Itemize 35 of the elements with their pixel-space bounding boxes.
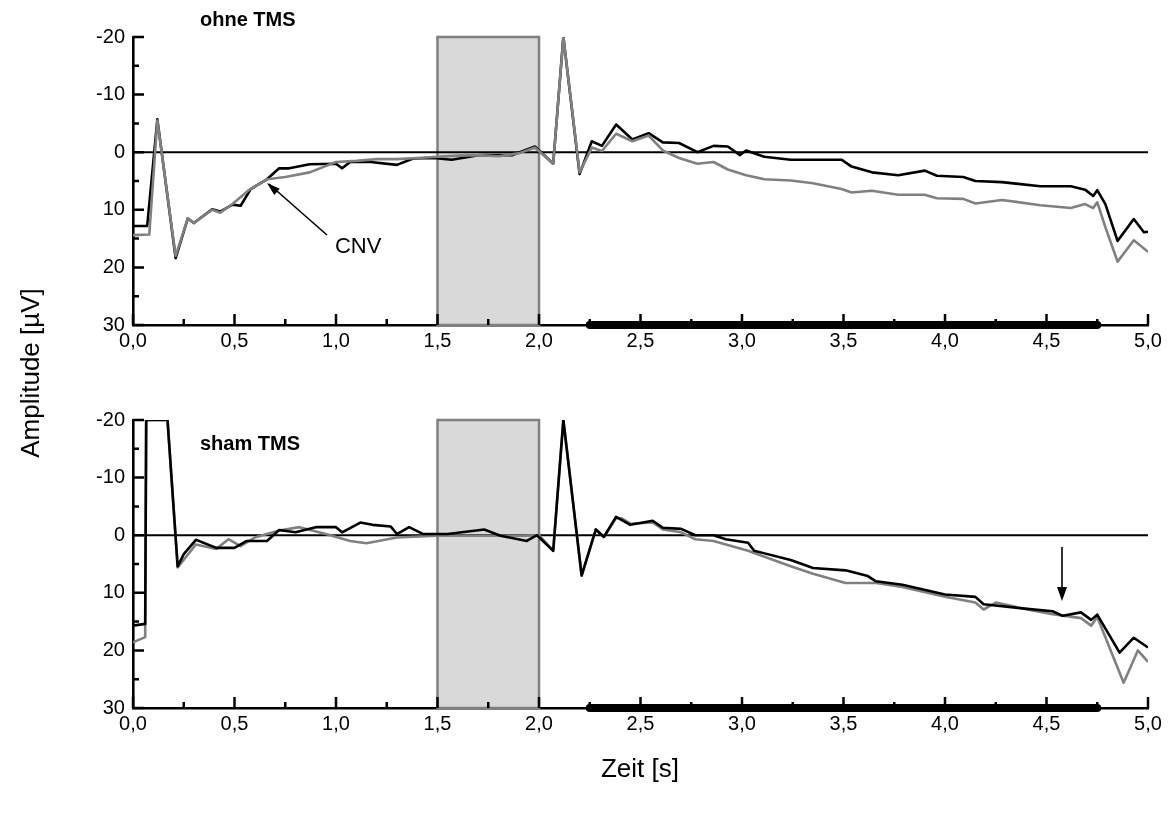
x-tick-label: 1,0 [322, 328, 350, 351]
x-tick-label: 2,0 [525, 711, 553, 734]
chart-title: ohne TMS [200, 7, 296, 30]
y-tick-label: -20 [96, 24, 125, 47]
x-tick-label: 4,0 [931, 711, 959, 734]
y-tick-label: 10 [102, 197, 125, 220]
y-tick-label: 10 [102, 580, 125, 603]
x-tick-label: 0,5 [220, 328, 249, 351]
x-tick-label: 5,0 [1134, 328, 1162, 351]
x-tick-label: 4,5 [1032, 711, 1061, 734]
x-tick-label: 1,5 [423, 711, 452, 734]
y-axis-title: Amplitude [µV] [14, 288, 46, 458]
text: sham TMS [200, 431, 301, 454]
x-tick-label: 4,0 [931, 328, 959, 351]
y-tick-label: 0 [113, 522, 125, 545]
x-tick-label: 3,0 [728, 328, 756, 351]
x-tick-label: 5,0 [1134, 711, 1162, 734]
x-tick-label: 1,5 [423, 328, 452, 351]
x-tick-label: 3,5 [829, 328, 858, 351]
y-tick-label: 20 [102, 254, 125, 277]
y-tick-label: -20 [96, 407, 125, 430]
x-tick-label: 2,5 [626, 711, 655, 734]
x-tick-label: 3,5 [829, 711, 858, 734]
x-tick-label: 1,0 [322, 711, 350, 734]
x-tick-label: 2,5 [626, 328, 655, 351]
y-tick-label: 0 [113, 139, 125, 162]
x-tick-label: 4,5 [1032, 328, 1061, 351]
y-tick-label: -10 [96, 82, 125, 105]
x-tick-label: 3,0 [728, 711, 756, 734]
x-tick-label: 2,0 [525, 328, 553, 351]
x-tick-label: 0,5 [220, 711, 249, 734]
annotation: CNV [334, 233, 382, 259]
x-axis-title: Zeit [s] [600, 752, 680, 784]
y-tick-label: -10 [96, 465, 125, 488]
y-tick-label: 20 [102, 637, 125, 660]
